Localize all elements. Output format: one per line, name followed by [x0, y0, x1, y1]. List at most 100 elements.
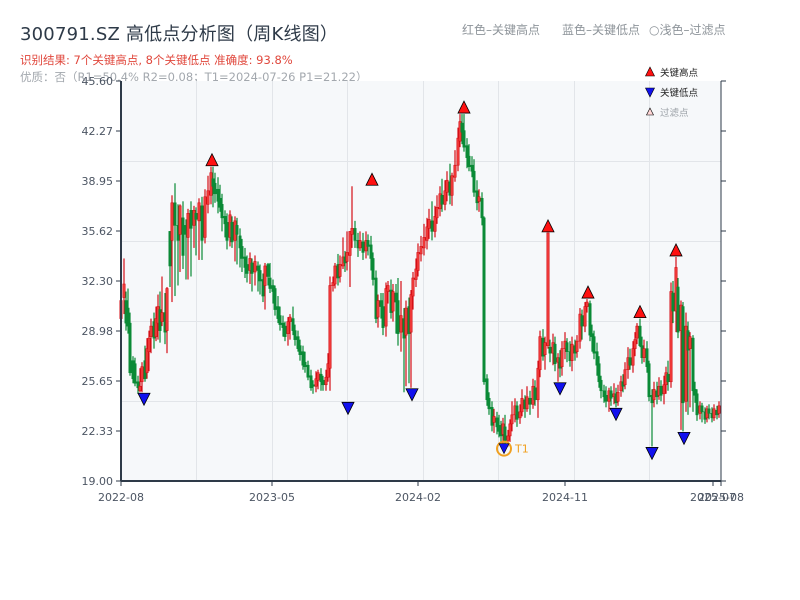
- legend-low-icon: [645, 87, 655, 98]
- candle-body-down: [218, 197, 222, 208]
- x-tick-label: 2025-08: [698, 491, 744, 504]
- candle-body-down: [515, 405, 519, 420]
- candle-body-up: [717, 405, 721, 414]
- candle-body-up: [662, 384, 666, 395]
- candle-body-up: [328, 285, 332, 369]
- candle-body-up: [669, 291, 673, 383]
- candle-body-down: [291, 318, 295, 331]
- candle-body-down: [462, 130, 466, 148]
- key-low-marker: [405, 388, 419, 402]
- legend-high-icon: [645, 66, 655, 77]
- candle-body-up: [138, 385, 142, 392]
- candle-body-up: [506, 435, 510, 441]
- candle-body-up: [477, 196, 481, 202]
- candle-body-up: [399, 315, 403, 333]
- candle-body-down: [366, 240, 370, 247]
- candle-body-down: [700, 405, 704, 413]
- candle-body-up: [456, 137, 460, 166]
- candle-body-up: [631, 348, 635, 366]
- candle-body-up: [414, 268, 418, 280]
- candle-body-up: [433, 216, 437, 232]
- candle-body-up: [165, 288, 169, 331]
- y-tick-label: 32.30: [82, 275, 114, 288]
- key-low-marker: [553, 382, 567, 396]
- color-legend-high: 红色–关键高点: [462, 23, 541, 37]
- candle-body-down: [250, 262, 254, 274]
- candle-body-up: [508, 423, 512, 437]
- candle-body-up: [154, 318, 158, 337]
- candle-body-up: [425, 226, 429, 241]
- y-tick-label: 35.62: [82, 225, 114, 238]
- legend-label: 关键低点: [660, 87, 699, 99]
- candle-body-down: [225, 222, 229, 241]
- candle-body-down: [487, 397, 491, 410]
- candle-body-down: [659, 385, 663, 396]
- candle-body-down: [548, 346, 552, 354]
- candle-body-down: [173, 202, 177, 226]
- candle-body-down: [638, 325, 642, 346]
- candle-body-down: [602, 390, 606, 398]
- candle-body-up: [263, 265, 267, 286]
- candle-body-down: [266, 264, 270, 277]
- candle-body-down: [353, 228, 357, 241]
- y-tick-label: 28.98: [82, 325, 114, 338]
- candle-body-down: [258, 270, 262, 282]
- candle-body-down: [321, 379, 325, 386]
- candle-body-down: [303, 361, 307, 368]
- candle-body-down: [374, 277, 378, 319]
- key-high-marker: [365, 172, 379, 186]
- candle-body-up: [160, 312, 164, 322]
- candle-body-up: [443, 190, 447, 205]
- candle-body-down: [216, 188, 220, 202]
- candle-body-up: [435, 207, 439, 219]
- candle-body-down: [676, 286, 680, 333]
- candle-body-up: [376, 300, 380, 318]
- key-low-marker: [341, 401, 355, 416]
- candle-body-up: [288, 316, 292, 322]
- candle-body-down: [296, 336, 300, 349]
- candle-body-up: [575, 340, 579, 352]
- candle-body-down: [597, 363, 601, 383]
- candle-body-down: [647, 363, 651, 398]
- candle-body-down: [588, 303, 592, 336]
- key-high-marker: [541, 218, 555, 233]
- candle-body-down: [133, 363, 137, 384]
- candle-body-down: [628, 357, 632, 366]
- candle-body-down: [256, 265, 260, 271]
- candle-body-up: [518, 411, 522, 419]
- candle-body-up: [416, 252, 420, 271]
- candle-body-down: [273, 288, 277, 310]
- candle-body-down: [268, 277, 272, 289]
- candle-body-down: [472, 170, 476, 193]
- key-high-marker: [633, 304, 647, 318]
- candle-body-down: [381, 306, 385, 328]
- candle-body-down: [565, 342, 569, 352]
- candle-body-up: [348, 231, 352, 256]
- candle-body-down: [396, 300, 400, 334]
- candle-body-up: [520, 397, 524, 413]
- candle-body-down: [211, 178, 215, 187]
- candle-body-down: [126, 307, 130, 327]
- candle-body-down: [281, 322, 285, 328]
- candle-body-down: [528, 397, 532, 405]
- candle-body-down: [181, 217, 185, 256]
- candle-body-up: [338, 264, 342, 277]
- candle-body-down: [261, 279, 265, 297]
- candle-body-up: [419, 246, 423, 255]
- x-tick-label: 2024-02: [395, 491, 441, 504]
- candle-body-down: [465, 145, 469, 158]
- candle-body-up: [633, 339, 637, 349]
- candle-body-down: [604, 394, 608, 402]
- y-tick-label: 25.65: [82, 375, 114, 388]
- candle-body-down: [283, 325, 287, 337]
- candle-body-down: [460, 122, 464, 133]
- candle-body-up: [350, 228, 354, 235]
- candle-body-up: [635, 325, 639, 339]
- candle-body-up: [140, 366, 144, 383]
- candle-body-down: [309, 375, 313, 389]
- key-low-marker: [137, 392, 151, 407]
- candle-body-up: [122, 283, 126, 298]
- candle-body-up: [536, 367, 540, 401]
- candle-body-down: [168, 231, 172, 267]
